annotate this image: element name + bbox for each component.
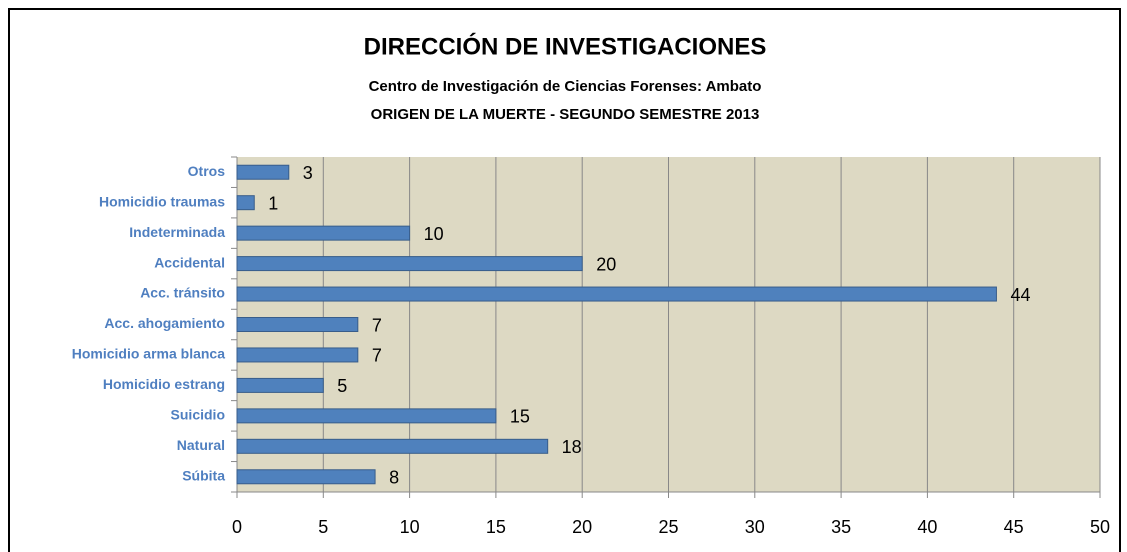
y-tick-label: Acc. ahogamiento: [104, 315, 225, 331]
x-tick-label: 0: [232, 517, 242, 537]
y-tick-label: Accidental: [154, 254, 225, 270]
data-label: 18: [562, 437, 582, 457]
data-label: 44: [1010, 285, 1030, 305]
chart-subtitle: Centro de Investigación de Ciencias Fore…: [369, 78, 762, 95]
y-tick-label: Homicidio traumas: [99, 193, 225, 209]
x-tick-label: 15: [486, 517, 506, 537]
bar: [236, 195, 255, 211]
x-tick-label: 45: [1004, 517, 1024, 537]
data-label: 15: [510, 407, 530, 427]
bar: [236, 286, 997, 302]
y-tick-label: Homicidio arma blanca: [72, 346, 225, 362]
data-label: 20: [596, 254, 616, 274]
data-label: 7: [372, 346, 382, 366]
x-tick-label: 40: [917, 517, 937, 537]
bar: [236, 377, 324, 393]
y-tick-label: Indeterminada: [129, 224, 225, 240]
bar: [236, 317, 359, 332]
chart-subtitle: ORIGEN DE LA MUERTE - SEGUNDO SEMESTRE 2…: [371, 106, 760, 123]
x-tick-label: 5: [318, 517, 328, 537]
data-label: 3: [303, 163, 313, 183]
bar: [236, 164, 290, 180]
x-tick-label: 20: [572, 517, 592, 537]
bar: [236, 408, 497, 424]
data-label: 10: [424, 224, 444, 244]
bar: [236, 347, 359, 363]
y-tick-label: Acc. tránsito: [140, 285, 225, 301]
y-tick-label: Homicidio estrang: [103, 376, 225, 392]
y-tick-label: Suicidio: [171, 407, 225, 423]
y-tick-label: Otros: [188, 163, 226, 179]
data-label: 5: [337, 376, 347, 396]
bar: [236, 225, 411, 241]
data-label: 1: [268, 193, 278, 213]
x-tick-label: 30: [745, 517, 765, 537]
y-tick-label: Natural: [177, 437, 225, 453]
bar: [236, 438, 549, 454]
data-label: 7: [372, 315, 382, 335]
x-tick-label: 35: [831, 517, 851, 537]
data-label: 8: [389, 468, 399, 488]
y-tick-label: Súbita: [182, 467, 225, 483]
chart-title: DIRECCIÓN DE INVESTIGACIONES: [364, 32, 767, 60]
x-tick-label: 25: [658, 517, 678, 537]
bar: [236, 256, 583, 272]
bar: [236, 469, 376, 485]
x-tick-label: 50: [1090, 517, 1110, 537]
x-tick-label: 10: [400, 517, 420, 537]
